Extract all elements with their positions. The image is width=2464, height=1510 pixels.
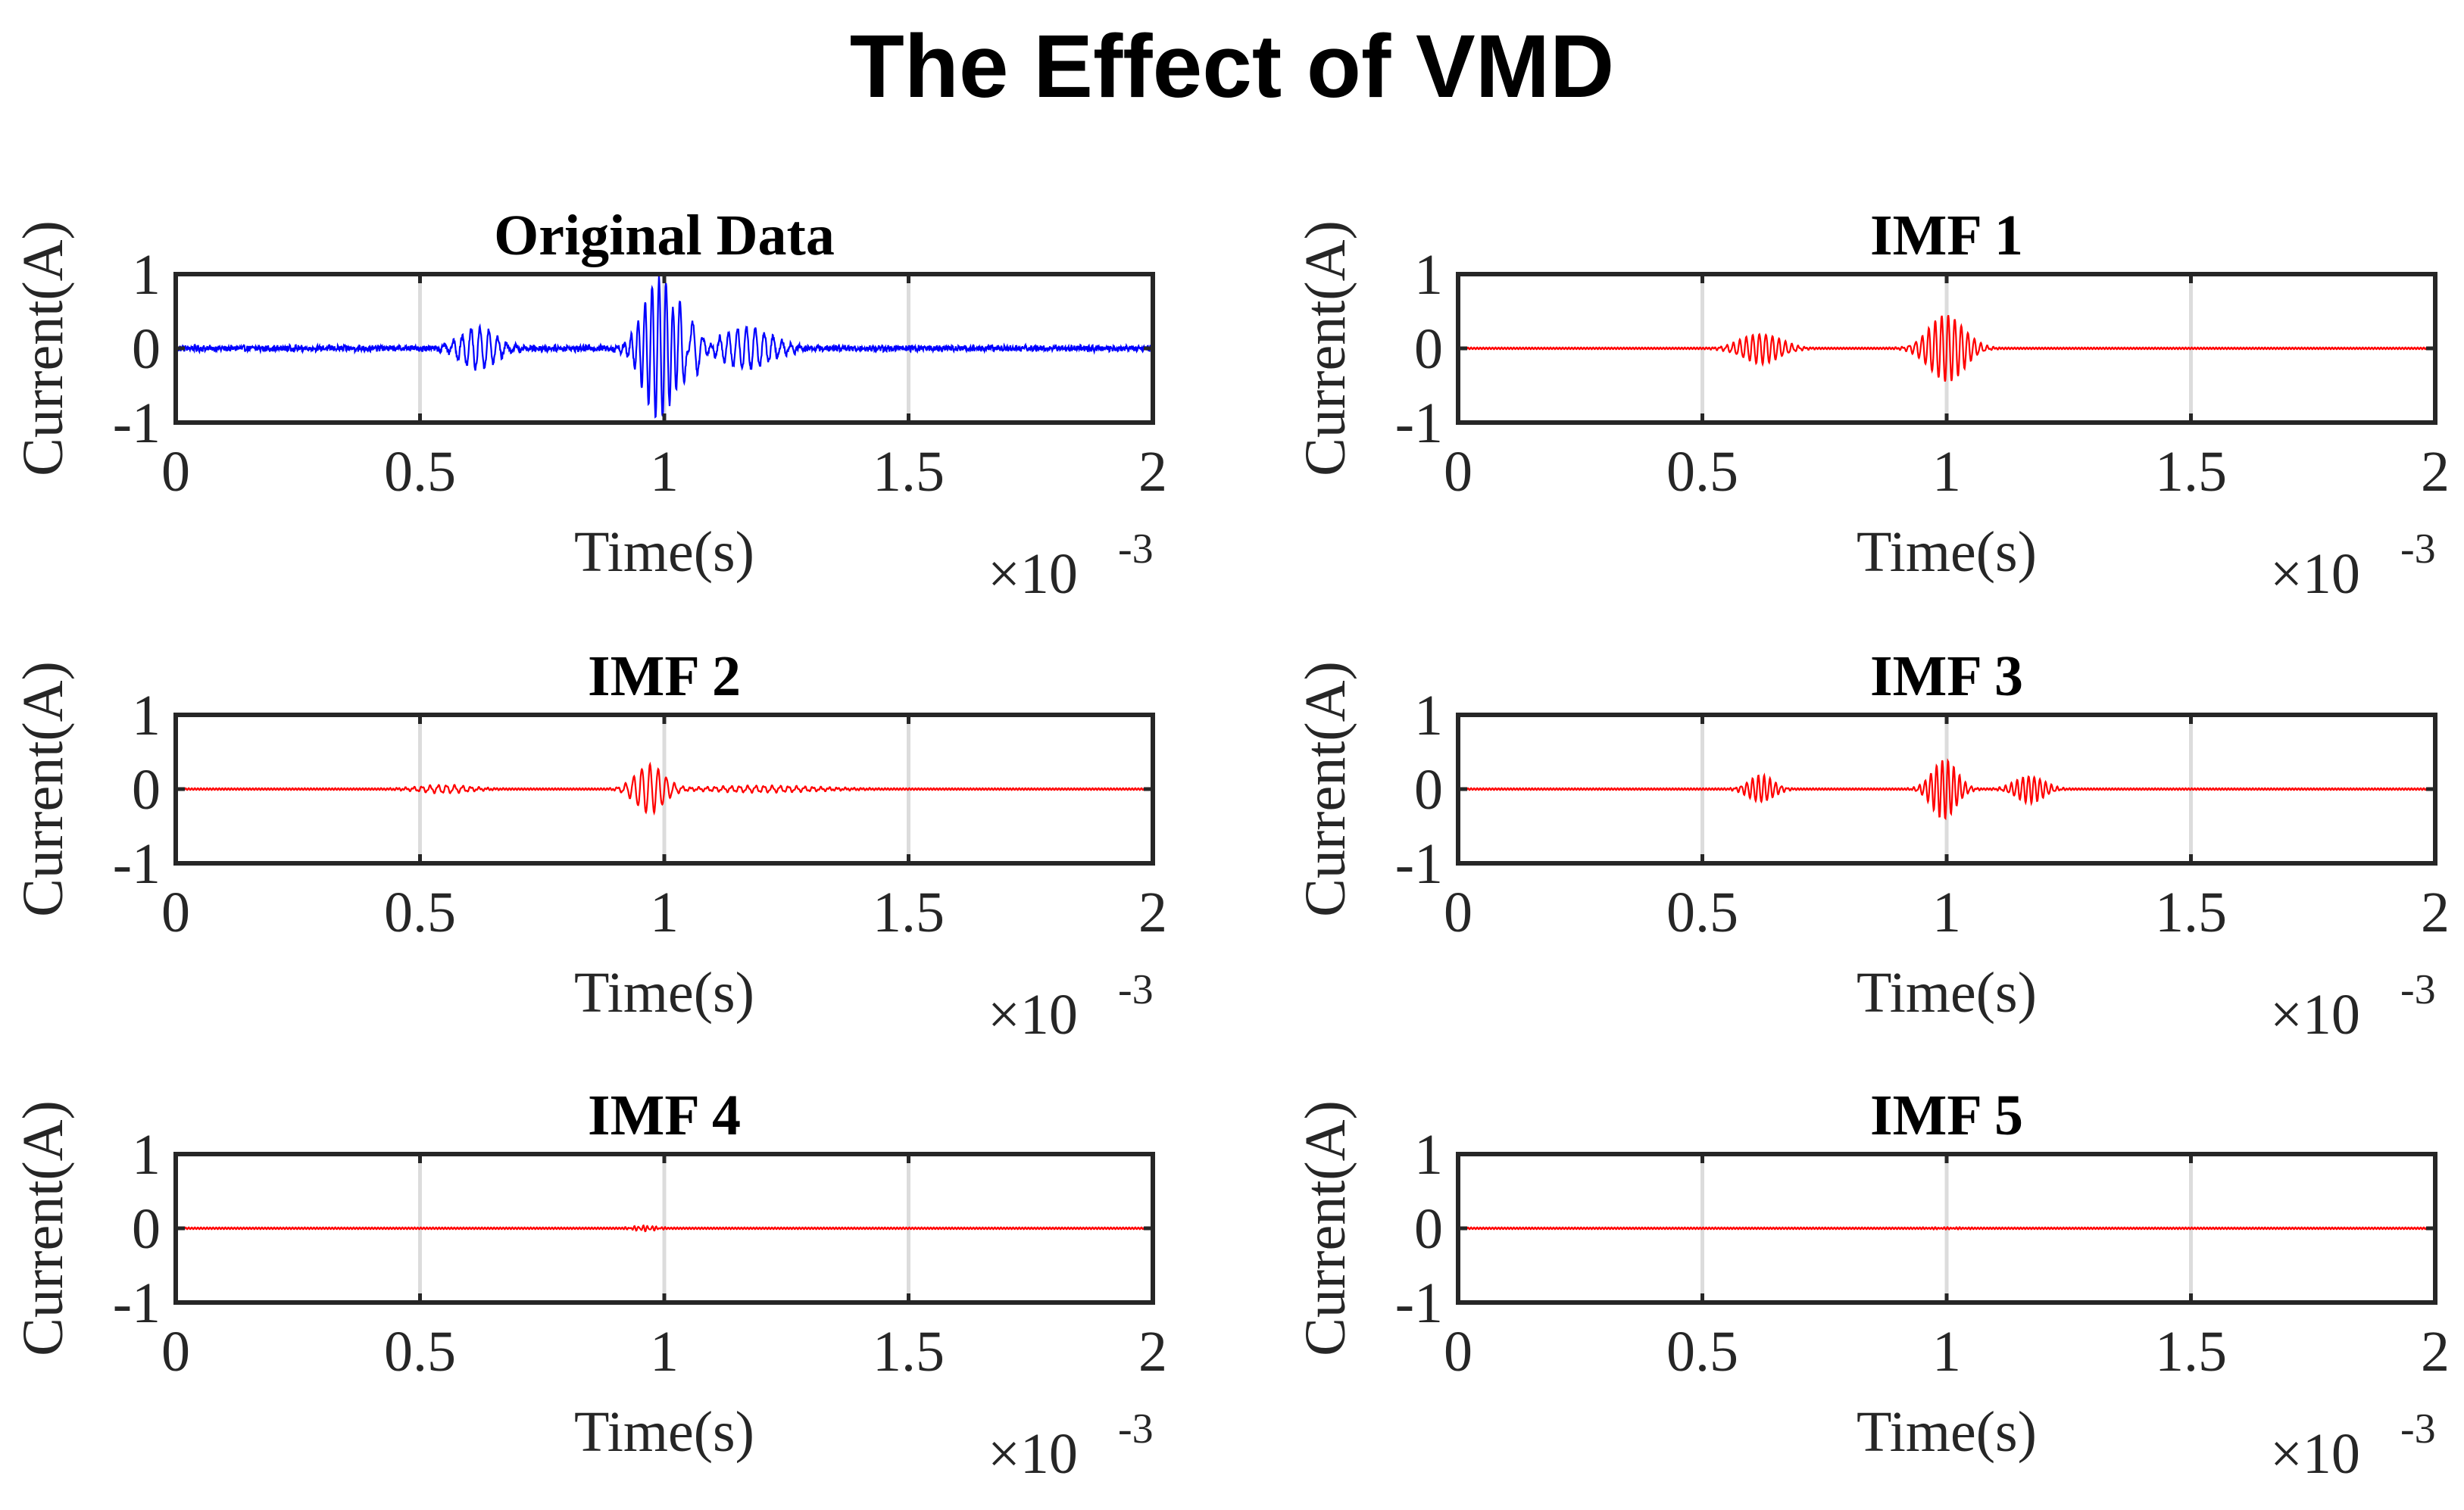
x-axis-label: Time(s)	[1857, 520, 2037, 584]
signal-line	[175, 761, 1154, 816]
y-tick-label: 1	[132, 684, 161, 747]
y-tick-label: 0	[132, 317, 161, 381]
subplot-title: IMF 1	[1870, 204, 2023, 267]
signal-line	[1457, 1226, 2436, 1231]
y-tick-label: -1	[1395, 1271, 1443, 1335]
subplot-title: IMF 5	[1870, 1084, 2023, 1147]
x-tick-label: 1	[1932, 1320, 1961, 1384]
x-tick-label: 2	[2421, 1320, 2450, 1384]
x-tick-label: 1.5	[873, 440, 945, 504]
x-tick-label: 2	[1138, 1320, 1167, 1384]
x-tick-label: 0	[161, 440, 190, 504]
signal-line	[1457, 758, 2436, 821]
x-tick-label: 0.5	[1666, 1320, 1738, 1384]
x-tick-label: 0	[161, 881, 190, 944]
y-tick-label: 1	[1414, 243, 1443, 307]
y-axis-label: Current(A)	[1294, 1100, 1357, 1356]
y-axis-label: Current(A)	[11, 1100, 75, 1356]
x-tick-label: 1.5	[2155, 1320, 2227, 1384]
x-axis-label: Time(s)	[574, 961, 754, 1025]
x-tick-label: 0.5	[384, 881, 456, 944]
x-multiplier-label: ×10	[988, 983, 1078, 1047]
x-multiplier-exponent: -3	[2400, 1405, 2436, 1452]
x-tick-label: 1.5	[873, 881, 945, 944]
x-tick-label: 0.5	[1666, 440, 1738, 504]
x-tick-label: 1.5	[873, 1320, 945, 1384]
x-tick-label: 1	[650, 881, 679, 944]
x-tick-label: 0	[1444, 881, 1472, 944]
y-tick-label: 0	[1414, 758, 1443, 822]
x-tick-label: 0.5	[1666, 881, 1738, 944]
y-tick-label: 0	[132, 758, 161, 822]
x-multiplier-label: ×10	[2270, 542, 2360, 606]
y-tick-label: 1	[132, 243, 161, 307]
x-tick-label: 1	[1932, 881, 1961, 944]
x-multiplier-label: ×10	[2270, 1422, 2360, 1486]
y-tick-label: 0	[1414, 317, 1443, 381]
x-tick-label: 0	[161, 1320, 190, 1384]
signal-line	[174, 275, 1154, 419]
x-axis-label: Time(s)	[574, 520, 754, 584]
y-tick-label: 0	[132, 1197, 161, 1261]
x-tick-label: 1.5	[2155, 881, 2227, 944]
x-tick-label: 0	[1444, 1320, 1472, 1384]
y-axis-label: Current(A)	[11, 220, 75, 476]
x-multiplier-label: ×10	[988, 542, 1078, 606]
x-tick-label: 1	[650, 440, 679, 504]
y-tick-label: 1	[1414, 684, 1443, 747]
y-tick-label: -1	[1395, 392, 1443, 455]
x-tick-label: 2	[1138, 440, 1167, 504]
y-tick-label: 1	[132, 1123, 161, 1187]
x-tick-label: 0	[1444, 440, 1472, 504]
y-tick-label: -1	[113, 1271, 161, 1335]
x-tick-label: 1	[1932, 440, 1961, 504]
subplot-title: IMF 3	[1870, 644, 2023, 708]
y-tick-label: -1	[1395, 832, 1443, 896]
y-tick-label: -1	[113, 392, 161, 455]
x-tick-label: 1	[650, 1320, 679, 1384]
x-multiplier-exponent: -3	[1118, 1405, 1154, 1452]
x-tick-label: 1.5	[2155, 440, 2227, 504]
y-axis-label: Current(A)	[1294, 220, 1357, 476]
y-axis-label: Current(A)	[1294, 661, 1357, 917]
x-multiplier-exponent: -3	[2400, 966, 2436, 1013]
y-tick-label: -1	[113, 832, 161, 896]
signal-line	[175, 1224, 1154, 1233]
x-axis-label: Time(s)	[1857, 1400, 2037, 1464]
x-multiplier-exponent: -3	[1118, 526, 1154, 572]
y-tick-label: 1	[1414, 1123, 1443, 1187]
x-axis-label: Time(s)	[1857, 961, 2037, 1025]
subplot-title: IMF 2	[588, 644, 741, 708]
figure-title: The Effect of VMD	[849, 17, 1615, 117]
signal-line	[1457, 315, 2436, 382]
x-tick-label: 0.5	[384, 1320, 456, 1384]
x-multiplier-exponent: -3	[1118, 966, 1154, 1013]
y-axis-label: Current(A)	[11, 661, 75, 917]
y-tick-label: 0	[1414, 1197, 1443, 1261]
x-tick-label: 2	[2421, 440, 2450, 504]
x-multiplier-exponent: -3	[2400, 526, 2436, 572]
x-tick-label: 2	[1138, 881, 1167, 944]
x-multiplier-label: ×10	[988, 1422, 1078, 1486]
x-tick-label: 2	[2421, 881, 2450, 944]
x-axis-label: Time(s)	[574, 1400, 754, 1464]
subplot-title: IMF 4	[588, 1084, 741, 1147]
x-tick-label: 0.5	[384, 440, 456, 504]
subplot-title: Original Data	[494, 204, 835, 267]
x-multiplier-label: ×10	[2270, 983, 2360, 1047]
